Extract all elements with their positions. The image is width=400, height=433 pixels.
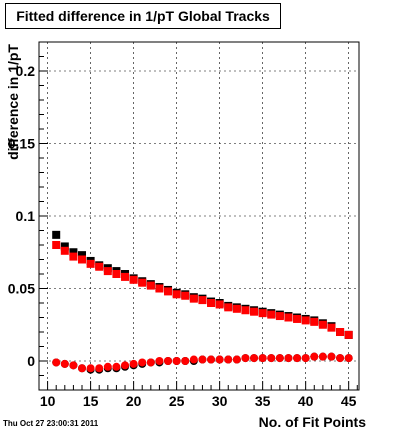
data-point-square [189,294,198,303]
data-point-square [60,246,69,255]
data-point-square [52,241,61,249]
data-point-circle [189,355,198,364]
data-point-circle [215,355,224,364]
y-tick-label: 0 [27,353,35,369]
data-point-circle [301,354,310,363]
data-markers [52,230,353,374]
data-point-circle [327,352,336,361]
data-point-circle [267,354,276,363]
data-point-circle [95,364,104,373]
y-tick-label: 0.1 [16,208,36,224]
x-axis-label: No. of Fit Points [259,414,367,430]
x-tick-label: 30 [212,393,228,409]
x-tick-label: 20 [126,393,142,409]
data-point-square [69,252,78,261]
data-point-circle [146,358,155,367]
data-point-circle [69,361,78,370]
y-tick-label: 0.2 [16,63,36,79]
data-point-square [207,299,216,307]
data-point-circle [198,355,207,364]
grid-lines [39,42,359,390]
data-point-square [95,262,104,271]
y-tick-label: 0.05 [8,281,35,297]
y-axis-label: difference in 1/pT [5,44,21,160]
data-point-square [52,230,61,239]
data-point-circle [52,358,61,367]
data-point-square [284,313,293,322]
data-point-circle [172,357,181,365]
data-point-circle [164,357,173,365]
data-point-square [155,284,164,293]
data-point-square [275,312,284,321]
data-point-circle [78,364,87,373]
data-point-circle [112,362,121,371]
timestamp: Thu Oct 27 23:00:31 2011 [3,419,99,428]
data-point-square [172,290,181,299]
data-point-circle [181,357,190,365]
data-point-square [258,309,267,318]
data-point-square [318,320,327,329]
data-point-square [301,316,310,325]
y-tick-label: 0.15 [8,136,35,152]
data-point-square [69,248,78,257]
data-point-circle [155,357,164,365]
x-tick-label: 25 [169,393,185,409]
data-point-square [181,291,190,300]
data-point-circle [129,359,138,368]
data-point-square [336,328,345,336]
data-point-circle [207,355,216,364]
data-point-square [60,242,69,251]
data-point-square [164,287,173,296]
data-point-square [146,281,155,290]
data-point-square [121,272,130,281]
x-tick-label: 15 [83,393,99,409]
data-point-circle [344,354,353,363]
data-point-circle [232,355,241,364]
data-point-square [327,323,336,332]
data-point-square [241,306,250,315]
chart-title: Fitted difference in 1/pT Global Tracks [5,3,281,29]
data-point-square [78,255,87,264]
data-point-circle [310,352,319,361]
tick-labels: 10 15 20 25 30 35 40 45 0 0.05 0.1 0.15 0.2 [8,63,357,409]
data-point-square [344,330,353,339]
axis-ticks [38,41,358,391]
data-point-circle [293,354,302,363]
x-tick-label: 35 [255,393,271,409]
data-point-square [267,310,276,319]
data-point-square [78,251,87,260]
data-point-circle [103,362,112,371]
data-point-square [310,317,319,326]
data-point-square [86,259,95,268]
data-point-circle [60,359,69,368]
data-point-circle [275,354,284,363]
data-point-circle [138,358,147,367]
data-point-circle [241,354,250,363]
data-point-square [224,303,233,312]
data-point-square [112,270,121,278]
data-point-square [138,278,147,287]
x-tick-label: 40 [298,393,314,409]
data-point-circle [258,354,267,363]
data-point-circle [121,361,130,370]
data-point-circle [318,352,327,361]
data-point-square [250,307,259,316]
data-point-circle [86,364,95,373]
data-point-square [215,300,224,309]
data-point-circle [224,355,233,364]
data-point-square [232,304,241,313]
data-point-circle [250,354,259,363]
x-tick-label: 10 [40,393,56,409]
data-point-circle [336,354,345,363]
data-point-square [103,267,112,276]
data-point-circle [284,354,293,363]
data-point-square [198,296,207,305]
x-tick-label: 45 [341,393,357,409]
data-point-square [293,314,302,323]
data-point-square [129,275,138,284]
